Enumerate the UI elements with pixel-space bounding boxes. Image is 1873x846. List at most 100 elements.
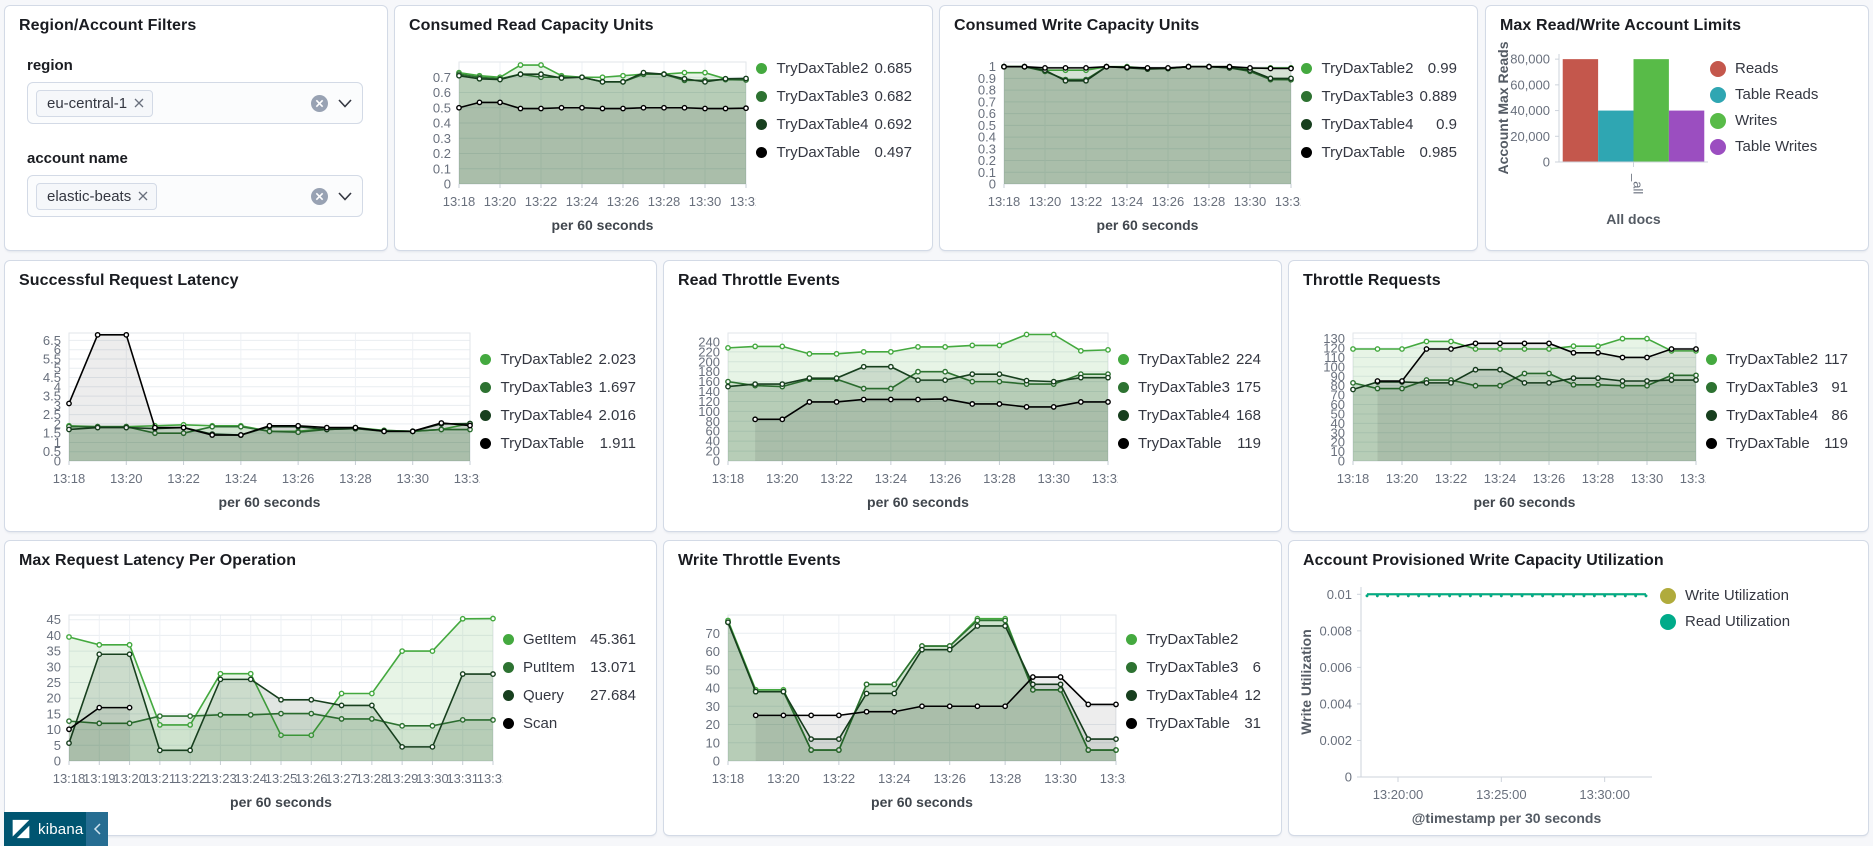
legend-item[interactable]: TryDaxTable 119 — [1706, 435, 1848, 452]
svg-text:13:27: 13:27 — [325, 771, 358, 786]
legend-series-dot — [480, 438, 492, 449]
region-selected-pill[interactable]: eu-central-1 — [36, 89, 154, 117]
legend-item[interactable]: TryDaxTable4 86 — [1706, 407, 1848, 424]
chart-legend: Write Utilization Read Utilization — [1660, 573, 1860, 831]
legend-item[interactable]: TryDaxTable2 0.685 — [756, 60, 912, 77]
legend-item[interactable]: TryDaxTable3 0.889 — [1301, 88, 1457, 105]
region-combobox[interactable]: eu-central-1 — [27, 82, 363, 124]
svg-text:20: 20 — [1331, 435, 1345, 450]
legend-item[interactable]: TryDaxTable2 0.99 — [1301, 60, 1457, 77]
svg-text:10: 10 — [1331, 444, 1345, 459]
svg-text:0.3: 0.3 — [978, 141, 996, 156]
svg-text:13:26: 13:26 — [1533, 471, 1566, 486]
svg-text:120: 120 — [1323, 341, 1345, 356]
panel-title: Max Request Latency Per Operation — [19, 552, 297, 569]
svg-text:13:30: 13:30 — [1044, 771, 1077, 786]
svg-text:160: 160 — [698, 374, 720, 389]
legend-series-value: 2.016 — [598, 407, 636, 424]
legend-item[interactable]: TryDaxTable4 2.016 — [480, 407, 636, 424]
account-name-field-label: account name — [27, 150, 128, 167]
svg-text:1: 1 — [54, 435, 61, 450]
panel-max-read-write-limits: Max Read/Write Account Limits 0 20,000 40,… — [1485, 5, 1869, 251]
clear-selection-button[interactable] — [311, 187, 328, 205]
svg-text:13:31: 13:31 — [446, 771, 479, 786]
pill-close-icon[interactable] — [138, 191, 148, 201]
svg-text:45: 45 — [47, 612, 61, 627]
account-selected-pill[interactable]: elastic-beats — [36, 182, 158, 210]
legend-item[interactable]: Read Utilization — [1660, 613, 1848, 630]
svg-text:13:28: 13:28 — [983, 471, 1016, 486]
legend-series-name: Query — [523, 687, 564, 704]
legend-item[interactable]: TryDaxTable3 0.682 — [756, 88, 912, 105]
legend-series-name: Reads — [1735, 60, 1779, 77]
legend-item[interactable]: TryDaxTable4 12 — [1126, 687, 1261, 704]
legend-item[interactable]: TryDaxTable2 224 — [1117, 351, 1261, 368]
legend-series-dot — [1301, 147, 1313, 158]
chevron-down-icon[interactable] — [338, 191, 352, 201]
legend-series-dot — [1710, 60, 1726, 77]
chevron-down-icon[interactable] — [338, 98, 352, 108]
legend-item[interactable]: Table Writes — [1710, 138, 1848, 155]
svg-text:13:25:00: 13:25:00 — [1476, 787, 1527, 802]
legend-item[interactable]: TryDaxTable2 2.023 — [480, 351, 636, 368]
legend-item[interactable]: Scan — [503, 715, 636, 732]
svg-text:13:30: 13:30 — [1234, 194, 1267, 209]
svg-text:13:18: 13:18 — [712, 771, 745, 786]
legend-series-dot — [1706, 438, 1718, 449]
legend-item[interactable]: TryDaxTable2 — [1126, 631, 1261, 648]
svg-text:13:24: 13:24 — [1484, 471, 1517, 486]
chart-legend: TryDaxTable2 117 TryDaxTable3 91 TryDaxTable… — [1706, 293, 1860, 527]
legend-item[interactable]: Query 27.684 — [503, 687, 636, 704]
pill-close-icon[interactable] — [134, 98, 144, 108]
legend-item[interactable]: TryDaxTable3 175 — [1117, 379, 1261, 396]
legend-item[interactable]: Table Reads — [1710, 86, 1848, 103]
svg-text:13:22: 13:22 — [525, 194, 558, 209]
legend-series-name: TryDaxTable3 — [1321, 88, 1414, 105]
collapse-nav-button[interactable] — [86, 812, 108, 846]
svg-text:80,000: 80,000 — [1510, 52, 1550, 67]
legend-item[interactable]: PutItem 13.071 — [503, 659, 636, 676]
legend-item[interactable]: TryDaxTable 119 — [1117, 435, 1261, 452]
legend-item[interactable]: TryDaxTable2 117 — [1706, 351, 1848, 368]
legend-item[interactable]: Reads — [1710, 60, 1848, 77]
legend-item[interactable]: TryDaxTable 31 — [1126, 715, 1261, 732]
svg-text:220: 220 — [698, 344, 720, 359]
panel-max-request-latency: Max Request Latency Per Operation 0 5 10 15… — [4, 540, 657, 836]
legend-item[interactable]: TryDaxTable 0.985 — [1301, 144, 1457, 161]
legend-item[interactable]: GetItem 45.361 — [503, 631, 636, 648]
svg-text:13:30: 13:30 — [1037, 471, 1070, 486]
kibana-nav-bar: kibana — [4, 812, 108, 846]
legend-item[interactable]: TryDaxTable4 0.9 — [1301, 116, 1457, 133]
svg-text:20: 20 — [706, 444, 720, 459]
svg-text:20: 20 — [706, 717, 720, 732]
legend-series-value: 0.692 — [874, 116, 912, 133]
svg-text:13:24: 13:24 — [234, 771, 267, 786]
svg-text:13:18: 13:18 — [988, 194, 1021, 209]
legend-series-dot — [480, 354, 492, 365]
svg-text:0.004: 0.004 — [1319, 696, 1352, 711]
svg-text:3: 3 — [54, 398, 61, 413]
legend-item[interactable]: TryDaxTable4 168 — [1117, 407, 1261, 424]
legend-series-value: 168 — [1235, 407, 1261, 424]
legend-item[interactable]: TryDaxTable3 1.697 — [480, 379, 636, 396]
clear-selection-button[interactable] — [311, 94, 328, 112]
svg-text:_all: _all — [1631, 173, 1646, 194]
svg-text:0.5: 0.5 — [43, 444, 61, 459]
legend-item[interactable]: TryDaxTable 1.911 — [480, 435, 636, 452]
legend-item[interactable]: Writes — [1710, 112, 1848, 129]
legend-series-dot — [480, 382, 492, 393]
legend-item[interactable]: TryDaxTable 0.497 — [756, 144, 912, 161]
legend-item[interactable]: TryDaxTable3 91 — [1706, 379, 1848, 396]
legend-series-name: TryDaxTable3 — [1137, 379, 1230, 396]
legend-item[interactable]: TryDaxTable3 6 — [1126, 659, 1261, 676]
svg-text:0.2: 0.2 — [433, 146, 451, 161]
svg-text:5: 5 — [54, 361, 61, 376]
legend-item[interactable]: Write Utilization — [1660, 587, 1848, 604]
svg-text:13:29: 13:29 — [386, 771, 419, 786]
legend-item[interactable]: TryDaxTable4 0.692 — [756, 116, 912, 133]
account-name-combobox[interactable]: elastic-beats — [27, 175, 363, 217]
legend-series-name: TryDaxTable — [1137, 435, 1222, 452]
svg-text:30: 30 — [1331, 425, 1345, 440]
svg-text:40: 40 — [47, 628, 61, 643]
svg-text:0.5: 0.5 — [433, 100, 451, 115]
